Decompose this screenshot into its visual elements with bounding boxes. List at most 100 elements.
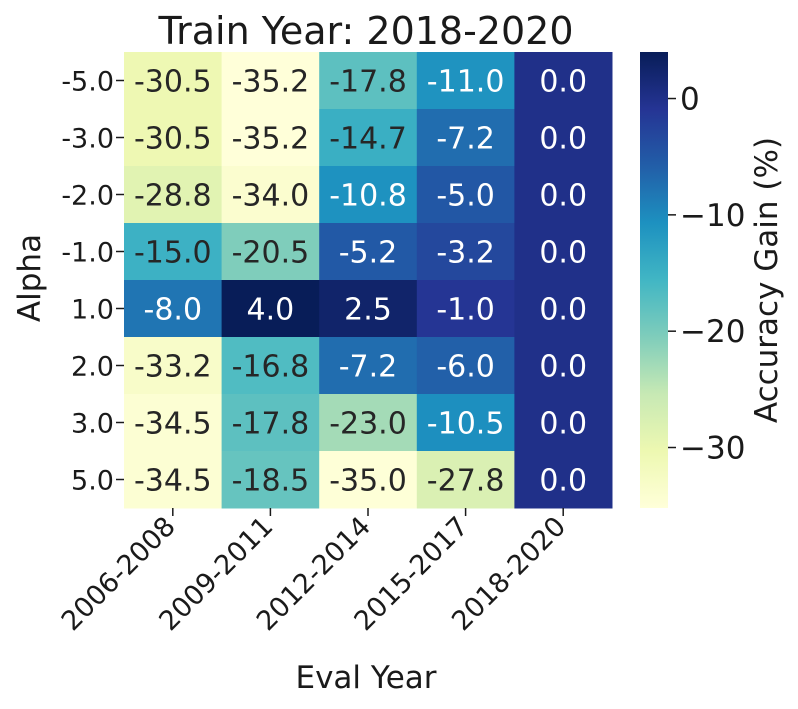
- heatmap-cell: [319, 451, 418, 509]
- colorbar: [640, 52, 668, 508]
- colorbar-label: Accuracy Gain (%): [749, 137, 785, 423]
- heatmap-cell: [124, 451, 223, 509]
- cell-value-label: 0.0: [539, 179, 587, 214]
- cell-value-label: 0.0: [539, 65, 587, 100]
- heatmap-cell: [221, 280, 320, 338]
- heatmap-cell: [416, 166, 515, 224]
- heatmap-cell: [416, 109, 515, 167]
- colorbar-tick-label: −10: [680, 198, 745, 234]
- cell-value-label: -11.0: [427, 65, 505, 100]
- colorbar-tick-label: −30: [680, 431, 745, 467]
- cell-value-label: -10.5: [427, 407, 505, 442]
- heatmap-cell: [221, 109, 320, 167]
- y-tick-label: -5.0: [61, 67, 114, 98]
- heatmap-cell: [514, 337, 613, 395]
- cell-value-label: -8.0: [144, 293, 203, 328]
- heatmap-cell: [221, 166, 320, 224]
- heatmap-cell: [221, 451, 320, 509]
- y-tick-label: 3.0: [71, 409, 114, 440]
- heatmap-cell: [221, 337, 320, 395]
- y-tick-label: -1.0: [61, 238, 114, 269]
- cell-value-label: -15.0: [134, 236, 212, 271]
- cell-value-label: -34.5: [134, 407, 212, 442]
- cell-value-label: 0.0: [539, 350, 587, 385]
- heatmap-cell: [514, 451, 613, 509]
- cell-value-label: -1.0: [436, 293, 495, 328]
- cell-value-label: -20.5: [232, 236, 310, 271]
- cell-value-label: -28.8: [134, 179, 212, 214]
- cell-value-label: 0.0: [539, 122, 587, 157]
- y-tick-label: -3.0: [61, 124, 114, 155]
- cell-value-label: 0.0: [539, 407, 587, 442]
- cell-value-label: -17.8: [329, 65, 407, 100]
- cell-value-label: -35.0: [329, 464, 407, 499]
- x-axis-ticks: 2006-20082009-20112012-20142015-20172018…: [56, 508, 572, 637]
- cell-value-label: -7.2: [436, 122, 495, 157]
- heatmap-cell: [319, 394, 418, 452]
- heatmap-cell: [221, 223, 320, 281]
- heatmap-cell: [319, 166, 418, 224]
- cell-value-label: 0.0: [539, 293, 587, 328]
- heatmap-cells: [124, 52, 613, 509]
- heatmap-cell: [416, 394, 515, 452]
- heatmap-cell-labels: -30.5 -35.2 -17.8 -11.0 0.0 -30.5 -35.2 -14.7 -7…: [134, 65, 587, 499]
- cell-value-label: -3.2: [436, 236, 495, 271]
- y-tick-label: -2.0: [61, 181, 114, 212]
- cell-value-label: -6.0: [436, 350, 495, 385]
- heatmap-cell: [319, 109, 418, 167]
- cell-value-label: 0.0: [539, 464, 587, 499]
- cell-value-label: -34.0: [232, 179, 310, 214]
- heatmap-cell: [416, 52, 515, 110]
- heatmap-cell: [221, 394, 320, 452]
- y-axis-label: Alpha: [12, 234, 48, 322]
- cell-value-label: -5.2: [339, 236, 398, 271]
- heatmap-cell: [416, 337, 515, 395]
- cell-value-label: -7.2: [339, 350, 398, 385]
- heatmap-cell: [319, 52, 418, 110]
- cell-value-label: -34.5: [134, 464, 212, 499]
- cell-value-label: -10.8: [329, 179, 407, 214]
- x-axis-label: Eval Year: [295, 660, 436, 696]
- cell-value-label: -33.2: [134, 350, 212, 385]
- colorbar-ticks: 0 −10 −20 −30: [668, 82, 745, 467]
- heatmap-cell: [416, 451, 515, 509]
- heatmap-cell: [124, 280, 223, 338]
- cell-value-label: -30.5: [134, 122, 212, 157]
- cell-value-label: -16.8: [232, 350, 310, 385]
- cell-value-label: -35.2: [232, 122, 310, 157]
- cell-value-label: -30.5: [134, 65, 212, 100]
- heatmap-cell: [221, 52, 320, 110]
- heatmap-cell: [514, 166, 613, 224]
- heatmap-cell: [124, 337, 223, 395]
- heatmap-cell: [416, 280, 515, 338]
- chart-title: Train Year: 2018-2020: [157, 9, 573, 53]
- cell-value-label: -5.0: [436, 179, 495, 214]
- heatmap-cell: [514, 52, 613, 110]
- cell-value-label: -35.2: [232, 65, 310, 100]
- heatmap-cell: [514, 394, 613, 452]
- heatmap-cell: [124, 109, 223, 167]
- heatmap-cell: [124, 394, 223, 452]
- heatmap-cell: [514, 109, 613, 167]
- colorbar-tick-label: −20: [680, 314, 745, 350]
- cell-value-label: -27.8: [427, 464, 505, 499]
- heatmap-cell: [514, 223, 613, 281]
- heatmap-cell: [416, 223, 515, 281]
- y-axis-ticks: -5.0 -3.0 -2.0 -1.0 1.0 2.0 3.0 5.0: [61, 67, 124, 497]
- colorbar-tick-label: 0: [680, 82, 700, 118]
- heatmap-cell: [319, 280, 418, 338]
- cell-value-label: -23.0: [329, 407, 407, 442]
- cell-value-label: 2.5: [344, 293, 392, 328]
- heatmap-cell: [124, 52, 223, 110]
- cell-value-label: 4.0: [247, 293, 295, 328]
- heatmap-cell: [319, 337, 418, 395]
- heatmap-cell: [319, 223, 418, 281]
- y-tick-label: 2.0: [71, 352, 114, 383]
- heatmap-cell: [124, 166, 223, 224]
- cell-value-label: -14.7: [329, 122, 407, 157]
- y-tick-label: 1.0: [71, 295, 114, 326]
- heatmap-cell: [124, 223, 223, 281]
- y-tick-label: 5.0: [71, 466, 114, 497]
- heatmap-cell: [514, 280, 613, 338]
